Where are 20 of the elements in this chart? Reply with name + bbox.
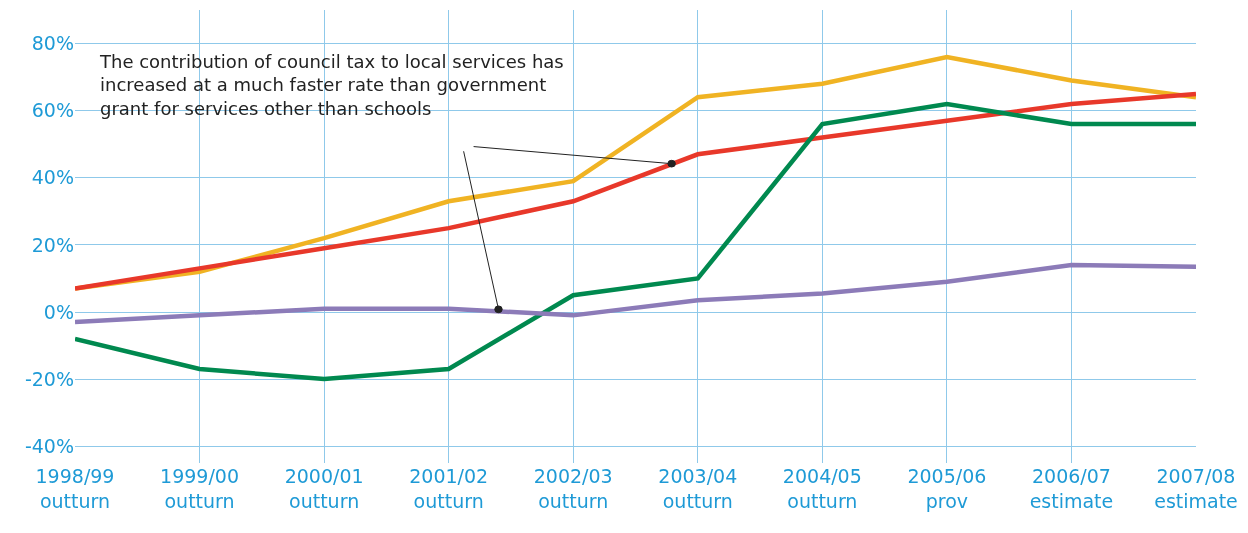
x-tick-label: 1999/00 outturn — [160, 465, 240, 512]
x-tick-label: 2007/08 estimate — [1154, 465, 1238, 512]
y-tick-label: 40% — [31, 166, 74, 189]
y-tick-label: 0% — [43, 300, 74, 323]
line-series — [75, 101, 1196, 382]
x-tick-label: 1998/99 outturn — [35, 465, 115, 512]
x-tick-label: 2006/07 estimate — [1029, 465, 1114, 512]
annotation: The contribution of council tax to local services has increased at a much faster rate than government grant for services other than schools — [99, 51, 564, 119]
y-tick-label: 60% — [31, 99, 74, 122]
y-tick-label: -40% — [24, 434, 74, 457]
y-tick-label: 20% — [31, 233, 74, 256]
x-tick-label: 2005/06 prov — [907, 465, 987, 512]
y-tick-label: -20% — [24, 367, 74, 390]
x-tick-label: 2002/03 outturn — [533, 465, 613, 512]
x-tick-label: 2004/05 outturn — [782, 465, 862, 512]
x-tick-label: 2003/04 outturn — [658, 465, 738, 512]
y-tick-label: 80% — [31, 32, 74, 55]
x-tick-label: 2000/01 outturn — [284, 465, 364, 512]
x-tick-label: 2001/02 outturn — [409, 465, 489, 512]
line-series — [75, 262, 1196, 325]
